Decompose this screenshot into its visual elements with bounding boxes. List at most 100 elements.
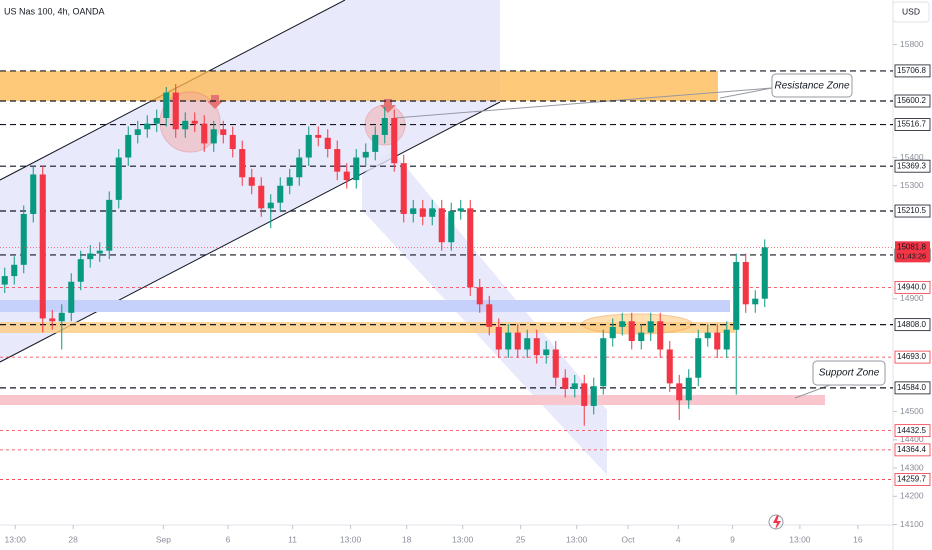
- callout-box: [812, 360, 886, 386]
- candle-body: [305, 134, 312, 158]
- candle-body: [87, 253, 94, 260]
- candles: [1, 84, 768, 426]
- level-label: 15369.3: [897, 161, 926, 170]
- candle-body: [391, 118, 398, 164]
- candle-body: [476, 287, 483, 305]
- candle-body: [248, 177, 255, 186]
- resistance-zone: [0, 71, 718, 101]
- candle-body: [172, 92, 179, 130]
- candle-body: [239, 149, 246, 178]
- x-tick-label: 6: [226, 534, 231, 544]
- current-price-box: [895, 241, 930, 263]
- candle-body: [704, 332, 711, 339]
- candle-body: [125, 134, 132, 158]
- candle-body: [334, 149, 341, 172]
- down-arrow: [380, 99, 396, 113]
- candle-body: [372, 134, 379, 152]
- candle-body: [182, 120, 189, 130]
- x-tick-label: 13:00: [566, 534, 588, 544]
- candle-body: [486, 304, 493, 327]
- candle-body: [533, 338, 540, 356]
- y-tick-label: 14500: [900, 406, 924, 416]
- candle-body: [752, 298, 759, 305]
- icon-ring: [768, 514, 784, 530]
- level-label-box: [894, 64, 931, 78]
- level-label: 14364.4: [897, 445, 926, 454]
- level-label-box: [894, 159, 931, 173]
- candle-body: [590, 386, 597, 406]
- lightning-icon: [773, 515, 781, 530]
- level-label: 15706.8: [897, 66, 926, 75]
- candle-body: [733, 261, 740, 330]
- candle-body: [685, 377, 692, 401]
- y-tick-label: 14400: [900, 434, 924, 444]
- level-label-box: [894, 280, 931, 294]
- blue-zone: [0, 300, 730, 312]
- candle-body: [258, 185, 265, 209]
- candle-body: [410, 208, 417, 214]
- candle-body: [153, 118, 160, 124]
- candle-body: [761, 247, 768, 299]
- candle-body: [144, 123, 151, 130]
- x-tick-label: Sep: [156, 534, 171, 544]
- x-tick-label: 16: [853, 534, 863, 544]
- countdown: 01:43:26: [897, 251, 926, 260]
- callout-line: [394, 87, 773, 119]
- x-tick-label: 18: [402, 534, 412, 544]
- channel-line: [0, 101, 501, 363]
- candle-body: [20, 213, 27, 265]
- candle-body: [106, 199, 113, 251]
- candle-body: [220, 129, 227, 135]
- candle-body: [77, 259, 84, 282]
- y-tick-label: 14300: [900, 462, 924, 472]
- candle-body: [419, 208, 426, 217]
- candle-body: [562, 377, 569, 390]
- y-tick-label: 14100: [900, 519, 924, 529]
- candle-body: [571, 383, 578, 390]
- orange-zone: [0, 322, 735, 333]
- candle-body: [201, 123, 208, 144]
- candle-body: [714, 332, 721, 350]
- candle-body: [495, 326, 502, 350]
- candle-body: [638, 332, 645, 342]
- level-label: 14940.0: [897, 282, 926, 291]
- currency: USD: [902, 6, 920, 16]
- candle-body: [324, 137, 331, 150]
- candle-body: [467, 208, 474, 288]
- candle-body: [514, 332, 521, 350]
- candle-body: [628, 321, 635, 342]
- candle-body: [695, 338, 702, 378]
- x-tick-label: 25: [516, 534, 526, 544]
- candle-body: [343, 171, 350, 181]
- candle-body: [96, 250, 103, 254]
- highlight-ellipse: [581, 313, 693, 335]
- levels: 15706.815600.215516.715369.315210.515055…: [0, 64, 931, 486]
- level-label-box: [894, 94, 931, 108]
- candle-body: [229, 134, 236, 150]
- candle-body: [296, 157, 303, 178]
- candle-body: [353, 157, 360, 181]
- level-label-box: [894, 473, 931, 486]
- candle-body: [277, 185, 284, 203]
- candle-body: [115, 157, 122, 200]
- level-label-box: [894, 118, 931, 131]
- y-tick-label: 14200: [900, 491, 924, 501]
- x-tick-label: 9: [730, 534, 735, 544]
- level-label: 15600.2: [897, 96, 926, 105]
- candle-body: [49, 318, 56, 322]
- candle-body: [438, 208, 445, 243]
- level-label: 15210.5: [897, 206, 926, 215]
- candle-body: [457, 208, 464, 212]
- currency-box: [892, 1, 930, 23]
- level-label-box: [894, 443, 931, 457]
- x-tick-label: 13:00: [789, 534, 811, 544]
- candle-body: [362, 151, 369, 158]
- candle-body: [666, 349, 673, 384]
- y-tick-label: 14900: [900, 293, 924, 303]
- level-label: 14259.7: [897, 475, 926, 484]
- annotation: Support Zone: [819, 368, 880, 379]
- candle-body: [134, 129, 141, 135]
- symbol: US Nas 100, 4h, OANDA: [4, 6, 105, 16]
- level-label-box: [894, 204, 931, 218]
- level-label: 14808.0: [897, 320, 926, 329]
